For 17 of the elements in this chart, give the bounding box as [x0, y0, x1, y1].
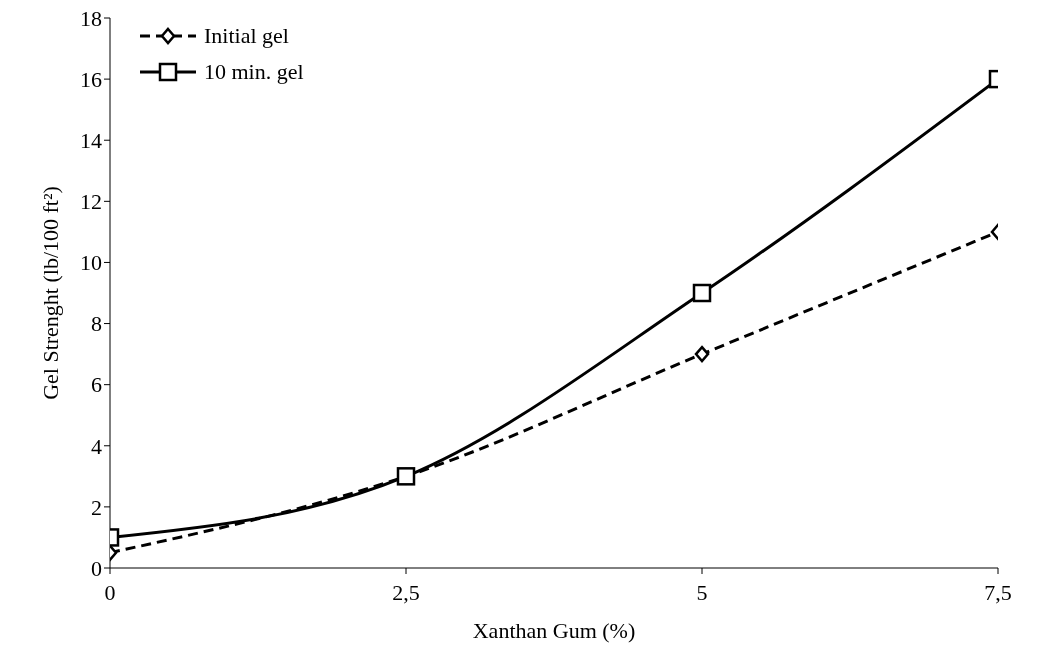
y-tick-label: 18 [80, 5, 102, 31]
y-tick-label: 8 [91, 311, 102, 337]
y-axis-title: Gel Strenght (lb/100 ft²) [37, 186, 63, 400]
x-axis-title: Xanthan Gum (%) [472, 618, 636, 643]
x-tick-label: 5 [696, 579, 708, 605]
y-tick-label: 12 [80, 189, 102, 215]
y-tick-label: 0 [91, 555, 102, 581]
y-tick-label: 2 [91, 494, 102, 520]
y-tick-label: 14 [80, 128, 102, 154]
legend-label: Initial gel [204, 23, 289, 49]
y-tick-label: 4 [91, 433, 102, 459]
y-tick-label: 16 [80, 66, 102, 92]
y-tick-label: 10 [80, 250, 102, 276]
x-tick-label: 2,5 [392, 579, 420, 605]
legend-label: 10 min. gel [204, 59, 304, 85]
y-tick-label: 6 [91, 372, 102, 398]
x-tick-label: 7,5 [984, 579, 1012, 605]
